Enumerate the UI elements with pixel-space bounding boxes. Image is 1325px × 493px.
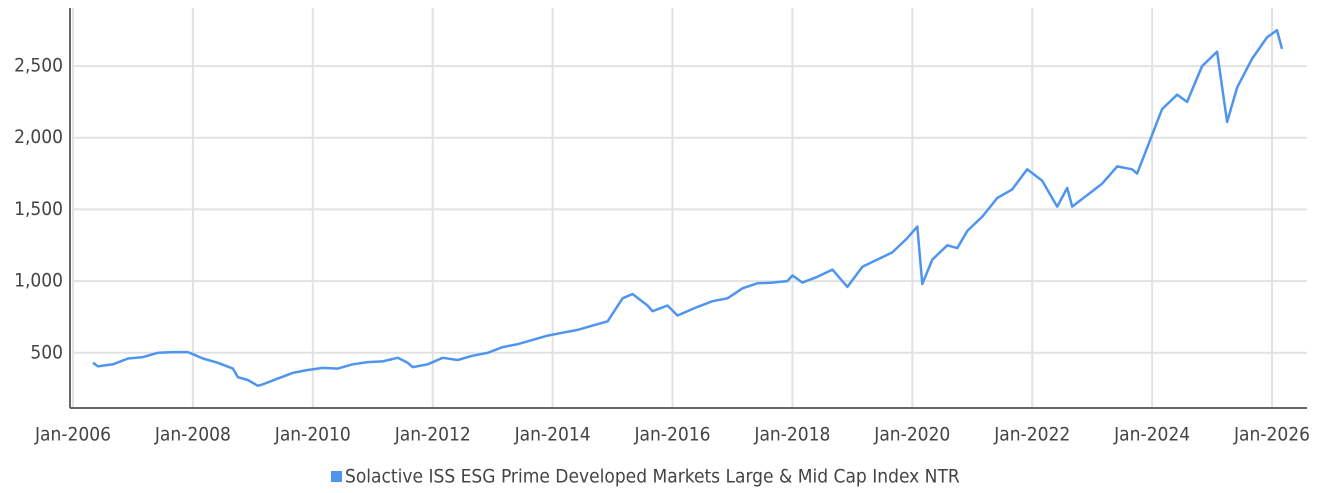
x-tick-label: Jan-2010 xyxy=(274,424,351,446)
legend-label: Solactive ISS ESG Prime Developed Market… xyxy=(345,466,960,488)
x-tick-label: Jan-2006 xyxy=(34,424,111,446)
legend-swatch xyxy=(331,471,342,482)
x-tick-label: Jan-2018 xyxy=(753,424,830,446)
x-tick-label: Jan-2022 xyxy=(993,424,1070,446)
x-tick-label: Jan-2026 xyxy=(1233,424,1310,446)
y-tick-label: 2,500 xyxy=(14,55,63,77)
line xyxy=(92,28,1284,388)
x-tick-label: Jan-2020 xyxy=(873,424,950,446)
x-tick-label: Jan-2016 xyxy=(634,424,711,446)
y-tick-label: 1,500 xyxy=(14,198,63,220)
x-tick-label: Jan-2008 xyxy=(154,424,231,446)
y-tick-label: 1,000 xyxy=(14,270,63,292)
x-tick-label: Jan-2024 xyxy=(1113,424,1190,446)
y-tick-label: 500 xyxy=(30,341,63,363)
x-tick-label: Jan-2012 xyxy=(394,424,471,446)
y-tick-label: 2,000 xyxy=(14,126,63,148)
x-tick-label: Jan-2014 xyxy=(514,424,591,446)
